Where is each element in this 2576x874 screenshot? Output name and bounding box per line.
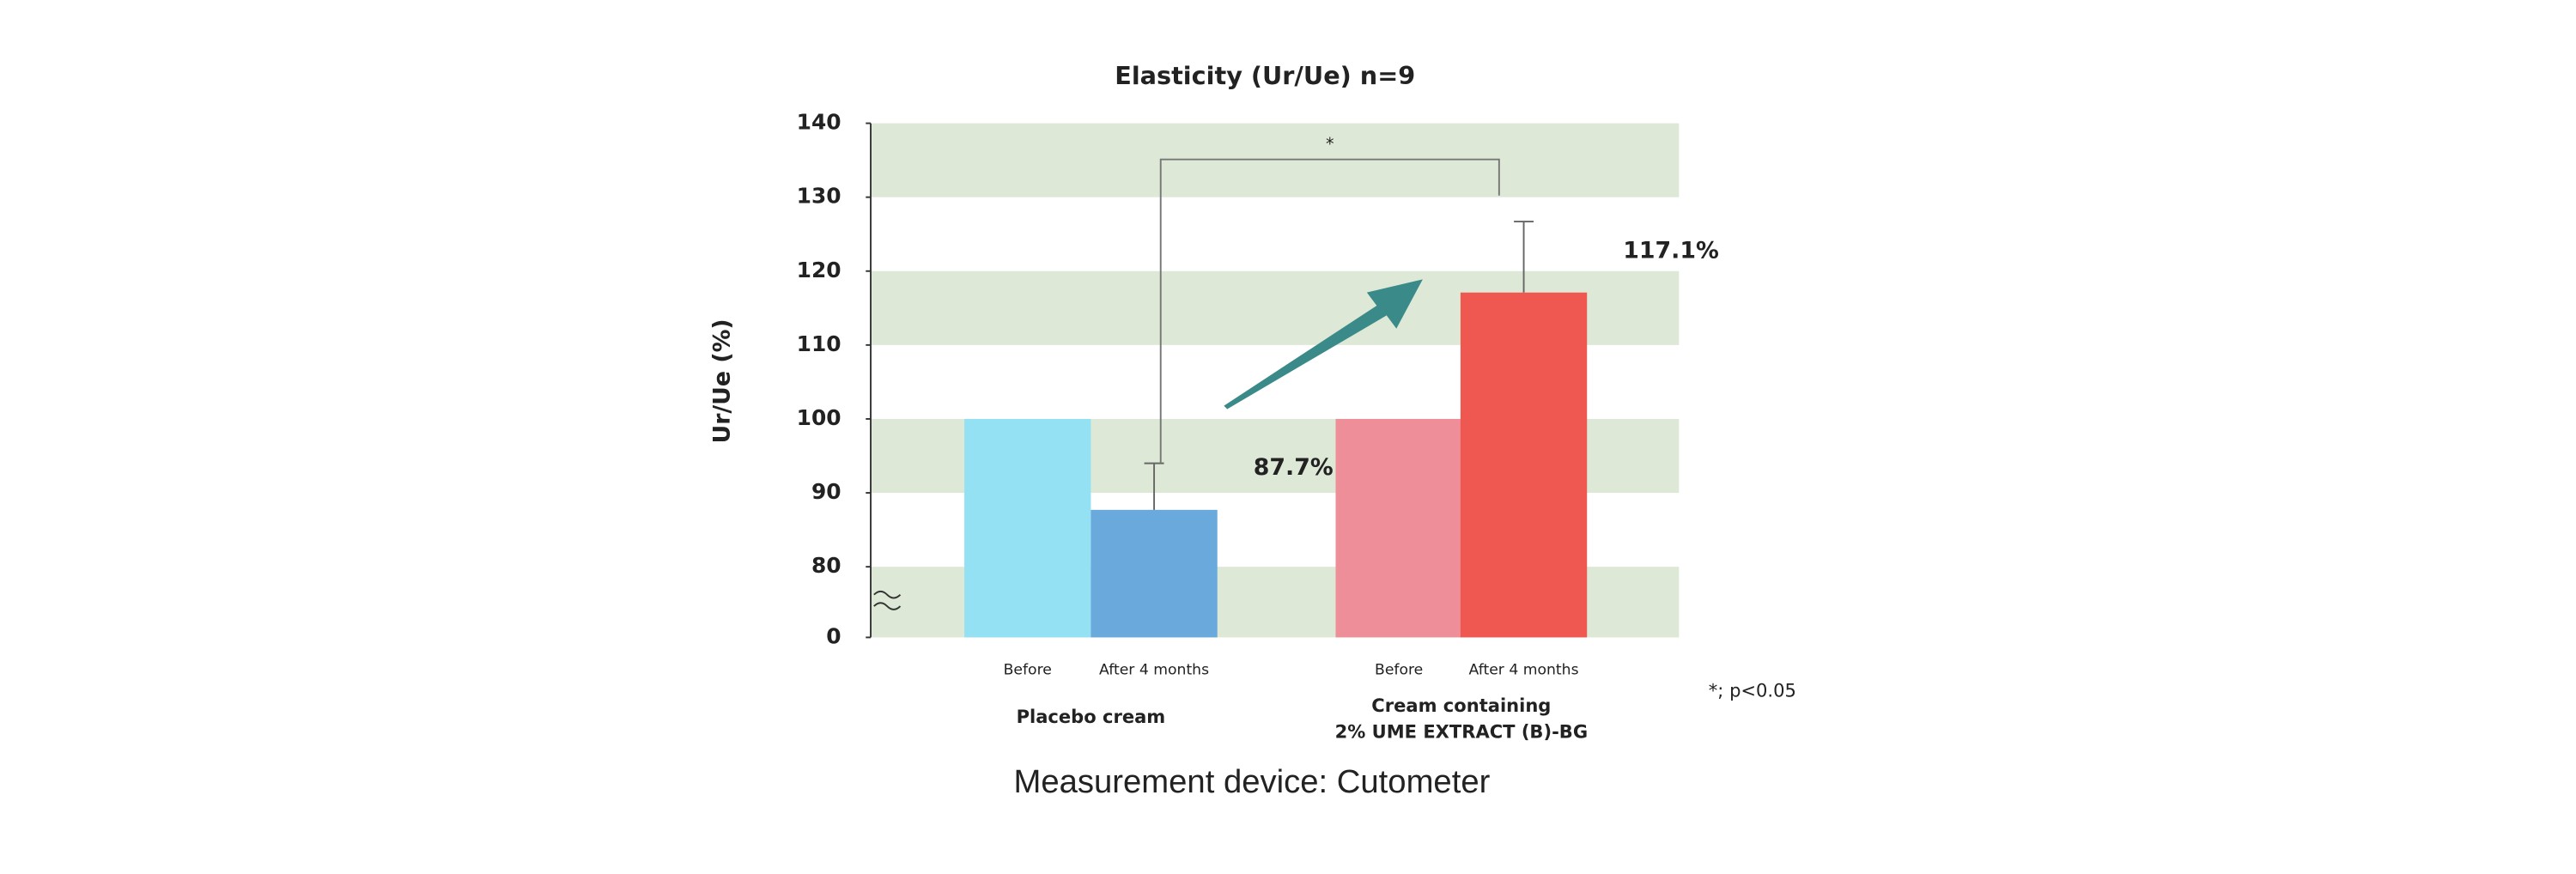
y-axis-label: Ur/Ue (%) [708, 319, 735, 443]
x-tick-label: After 4 months [1099, 662, 1209, 679]
group-label: Placebo cream [1017, 706, 1166, 727]
caption: Measurement device: Cutometer [1013, 763, 1490, 800]
chart-title: Elasticity (Ur/Ue) n=9 [1115, 61, 1415, 90]
value-label: 87.7% [1254, 454, 1334, 481]
significance-bracket [1159, 158, 1500, 464]
value-label: 117.1% [1623, 237, 1718, 264]
x-tick-label: Before [1375, 662, 1423, 679]
y-tick-label: 90 [811, 479, 841, 504]
y-tick-label: 110 [797, 331, 841, 356]
bar [964, 418, 1091, 638]
y-tick-label: 130 [797, 184, 841, 209]
footnote: *; p<0.05 [1709, 680, 1796, 701]
bar [1091, 509, 1218, 638]
y-tick-label: 100 [797, 405, 841, 430]
bar [1460, 292, 1588, 638]
error-bar [1514, 221, 1534, 293]
significance-label: * [1326, 134, 1334, 154]
axis-break [873, 590, 902, 610]
bar [1335, 418, 1462, 638]
grid-band [871, 123, 1680, 197]
y-tick-label: 140 [797, 110, 841, 135]
x-tick-label: Before [1004, 662, 1052, 679]
trend-arrow [1224, 279, 1423, 410]
y-tick-label: 120 [797, 258, 841, 282]
marks [964, 221, 1588, 638]
x-tick-label: After 4 months [1469, 662, 1579, 679]
y-tick-label: 0 [826, 623, 841, 648]
y-tick-label: 80 [811, 553, 841, 578]
group-label: Cream containing 2% UME EXTRACT (B)-BG [1335, 695, 1589, 743]
